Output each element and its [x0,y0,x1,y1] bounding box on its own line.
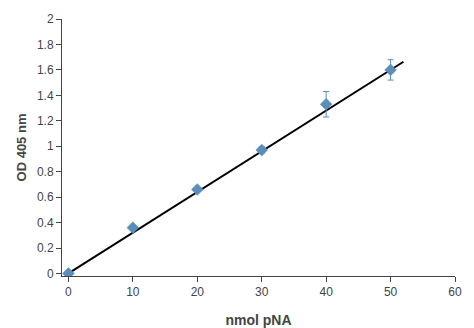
svg-text:40: 40 [319,285,333,299]
svg-text:1.4: 1.4 [37,89,54,103]
svg-text:0.6: 0.6 [37,190,54,204]
svg-text:1.2: 1.2 [37,114,54,128]
svg-text:1.8: 1.8 [37,38,54,52]
svg-text:2: 2 [47,12,54,26]
svg-text:0.8: 0.8 [37,165,54,179]
svg-text:0: 0 [65,285,72,299]
svg-text:0: 0 [47,267,54,281]
svg-text:30: 30 [255,285,269,299]
svg-text:1: 1 [47,139,54,153]
svg-text:10: 10 [126,285,140,299]
svg-text:20: 20 [191,285,205,299]
svg-text:OD 405 nm: OD 405 nm [14,114,29,182]
svg-text:0.2: 0.2 [37,241,54,255]
svg-text:0.4: 0.4 [37,216,54,230]
svg-text:50: 50 [384,285,398,299]
svg-text:60: 60 [448,285,462,299]
svg-text:nmol pNA: nmol pNA [225,312,291,328]
svg-text:1.6: 1.6 [37,63,54,77]
